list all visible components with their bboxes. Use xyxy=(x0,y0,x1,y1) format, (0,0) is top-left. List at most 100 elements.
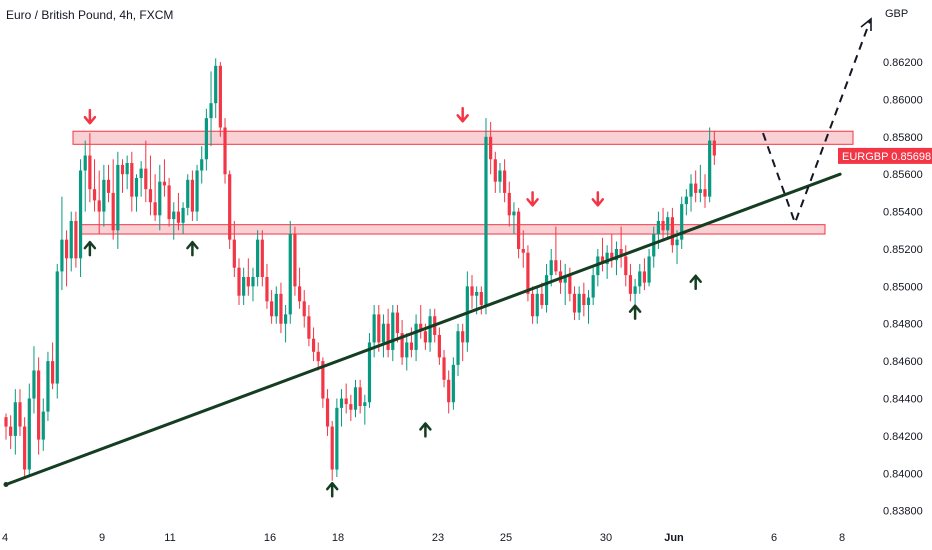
support-zone xyxy=(79,224,826,235)
candle-body xyxy=(120,164,125,175)
trendline-anchor xyxy=(3,481,9,487)
candle-body xyxy=(153,202,157,216)
candle-body xyxy=(144,168,148,190)
candle-body xyxy=(64,239,69,259)
candle-body xyxy=(437,334,441,358)
candle-body xyxy=(69,220,73,259)
candle-body xyxy=(652,234,656,257)
candle-body xyxy=(41,411,45,440)
candle-body xyxy=(447,379,451,403)
last-price-tag xyxy=(838,147,932,164)
down-arrow-marker xyxy=(526,191,539,207)
y-tick-label: 0.84400 xyxy=(883,394,923,406)
candle-body xyxy=(181,207,185,223)
up-arrow-marker xyxy=(419,422,432,438)
candle-body xyxy=(209,103,213,119)
candle-body xyxy=(204,118,208,160)
candle-body xyxy=(130,163,134,197)
candle-body xyxy=(321,361,325,399)
candle-body xyxy=(628,275,633,294)
candle-body xyxy=(670,217,674,246)
candle-body xyxy=(423,331,427,343)
candle-body xyxy=(13,402,17,436)
candle-body xyxy=(358,387,362,406)
projection-arrowhead xyxy=(860,17,872,31)
candle-body xyxy=(186,179,190,208)
projection-path xyxy=(762,20,871,226)
candle-body xyxy=(176,211,181,223)
candle-body xyxy=(475,291,479,296)
candle-body xyxy=(549,260,553,276)
candle-body xyxy=(414,323,418,350)
ascending-trendline xyxy=(4,172,842,486)
candle-body xyxy=(526,252,530,294)
candle-body xyxy=(377,314,381,343)
up-arrow-head xyxy=(419,422,432,431)
candle-body xyxy=(409,342,414,350)
candle-body xyxy=(586,297,591,306)
up-arrow-marker xyxy=(689,274,702,291)
candle-body xyxy=(284,314,288,324)
candle-body xyxy=(223,127,227,175)
candle-body xyxy=(125,163,129,175)
x-tick-label: 8 xyxy=(839,532,845,544)
candle-body xyxy=(260,239,264,278)
candle-body xyxy=(563,275,567,283)
candle-body xyxy=(619,248,623,257)
candle-body xyxy=(647,256,651,283)
x-tick-label: 23 xyxy=(432,532,444,544)
x-tick-label: 11 xyxy=(164,532,175,544)
candle-body xyxy=(666,217,670,231)
last-price-label: EURGBP 0.85698 xyxy=(842,151,931,163)
x-tick-label: 4 xyxy=(2,532,8,544)
up-arrow-head xyxy=(689,274,702,284)
candle-body xyxy=(251,277,255,287)
candle-body xyxy=(116,164,120,231)
candle-body xyxy=(489,136,493,160)
candle-body xyxy=(694,183,698,193)
y-tick-label: 0.85000 xyxy=(883,281,923,293)
candle-body xyxy=(88,155,92,190)
candle-body xyxy=(316,351,320,362)
candle-body xyxy=(498,170,502,182)
candle-body xyxy=(330,426,334,470)
x-tick-label: 25 xyxy=(500,532,512,544)
down-arrow-head xyxy=(591,198,605,207)
candle-body xyxy=(237,267,241,296)
candle-body xyxy=(349,404,353,410)
candle-body xyxy=(97,200,101,212)
candle-body xyxy=(712,140,716,156)
candle-body xyxy=(610,252,614,261)
candle-body xyxy=(517,211,521,249)
candle-body xyxy=(55,271,59,384)
candle-body xyxy=(92,189,97,201)
candle-body xyxy=(246,277,250,287)
candle-body xyxy=(242,277,246,296)
y-tick-label: 0.84200 xyxy=(883,431,923,443)
candle-body xyxy=(381,323,386,343)
candle-body xyxy=(582,293,586,306)
y-tick-label: 0.85400 xyxy=(883,207,923,219)
candle-body xyxy=(493,159,497,182)
down-arrow-head xyxy=(83,115,97,125)
y-tick-label: 0.84600 xyxy=(883,356,923,368)
x-tick-label: 6 xyxy=(771,532,777,544)
candle-body xyxy=(134,177,139,197)
up-arrow-head xyxy=(325,481,339,491)
up-arrow-head xyxy=(83,240,97,250)
candle-body xyxy=(148,189,153,203)
candle-body xyxy=(214,65,218,104)
candle-body xyxy=(167,185,171,220)
candle-body xyxy=(400,333,404,358)
y-tick-label: 0.84800 xyxy=(883,319,923,331)
candle-body xyxy=(656,220,660,235)
candle-body xyxy=(102,179,106,212)
candle-body xyxy=(325,398,330,427)
candle-body xyxy=(535,293,539,317)
candle-body xyxy=(442,357,446,380)
candle-body xyxy=(256,239,260,278)
y-tick-label: 0.83800 xyxy=(883,506,923,518)
chart-title: Euro / British Pound, 4h, FXCM xyxy=(6,8,174,22)
candle-body xyxy=(530,293,535,317)
